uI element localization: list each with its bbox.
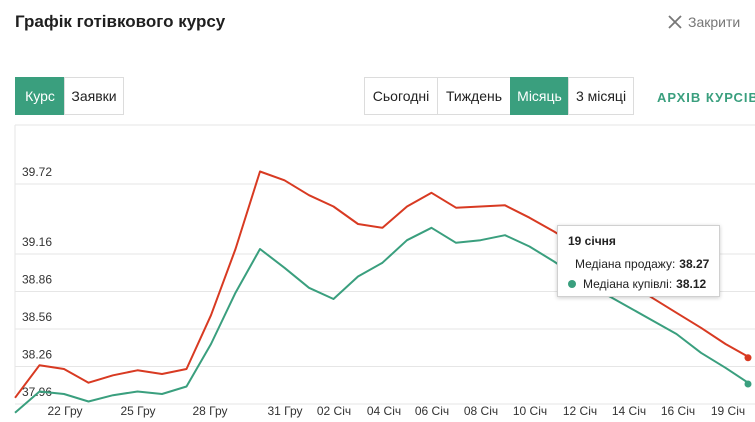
buy-series-line bbox=[14, 226, 751, 414]
y-tick-label: 39.72 bbox=[22, 165, 52, 179]
tooltip-buy-row: Медіана купівлі: 38.12 bbox=[568, 274, 709, 294]
page-title: Графік готівкового курсу bbox=[15, 12, 226, 31]
period-month-button[interactable]: Місяць bbox=[510, 77, 569, 115]
archive-link[interactable]: АРХІВ КУРСІВ bbox=[657, 90, 755, 105]
x-tick-label: 14 Січ bbox=[612, 404, 646, 418]
y-tick-label: 39.16 bbox=[22, 235, 52, 249]
y-tick-label: 38.26 bbox=[22, 348, 52, 362]
x-tick-label: 12 Січ bbox=[563, 404, 597, 418]
close-button[interactable]: Закрити bbox=[668, 14, 740, 30]
x-tick-label: 08 Січ bbox=[464, 404, 498, 418]
x-tick-label: 16 Січ bbox=[661, 404, 695, 418]
x-tick-label: 02 Січ bbox=[317, 404, 351, 418]
y-tick-label: 37.96 bbox=[22, 385, 52, 399]
y-tick-label: 38.86 bbox=[22, 273, 52, 287]
tooltip-sell-label: Медіана продажу: bbox=[575, 257, 676, 271]
buy-dot-icon bbox=[568, 280, 576, 288]
x-tick-label: 04 Січ bbox=[367, 404, 401, 418]
period-week-button[interactable]: Тиждень bbox=[437, 77, 511, 115]
tooltip-buy-value: 38.12 bbox=[676, 277, 707, 291]
x-tick-label: 28 Гру bbox=[192, 404, 227, 418]
x-tick-label: 22 Гру bbox=[47, 404, 82, 418]
buy-series-point bbox=[744, 380, 752, 388]
period-3-months-button[interactable]: 3 місяці bbox=[568, 77, 634, 115]
tooltip-sell-value: 38.27 bbox=[679, 257, 710, 271]
tooltip-buy-label: Медіана купівлі: bbox=[583, 277, 673, 291]
sell-series-point bbox=[744, 354, 752, 362]
tab-rate[interactable]: Курс bbox=[15, 77, 65, 115]
x-tick-label: 06 Січ bbox=[415, 404, 449, 418]
tooltip-sell-row: Медіана продажу: 38.27 bbox=[568, 254, 709, 274]
x-tick-label: 25 Гру bbox=[120, 404, 155, 418]
x-tick-label: 19 Січ bbox=[711, 404, 745, 418]
tab-requests[interactable]: Заявки bbox=[64, 77, 124, 115]
close-label: Закрити bbox=[688, 14, 741, 30]
chart-tooltip: 19 січня Медіана продажу: 38.27 Медіана … bbox=[557, 225, 720, 297]
x-tick-label: 31 Гру bbox=[267, 404, 302, 418]
close-icon bbox=[668, 15, 682, 29]
rate-chart: 39.72 39.16 38.86 38.56 38.26 37.96 22 Гру 25 … bbox=[14, 124, 755, 418]
tooltip-date: 19 січня bbox=[568, 234, 616, 248]
y-tick-label: 38.56 bbox=[22, 310, 52, 324]
x-tick-label: 10 Січ bbox=[513, 404, 547, 418]
period-today-button[interactable]: Сьогодні bbox=[364, 77, 438, 115]
